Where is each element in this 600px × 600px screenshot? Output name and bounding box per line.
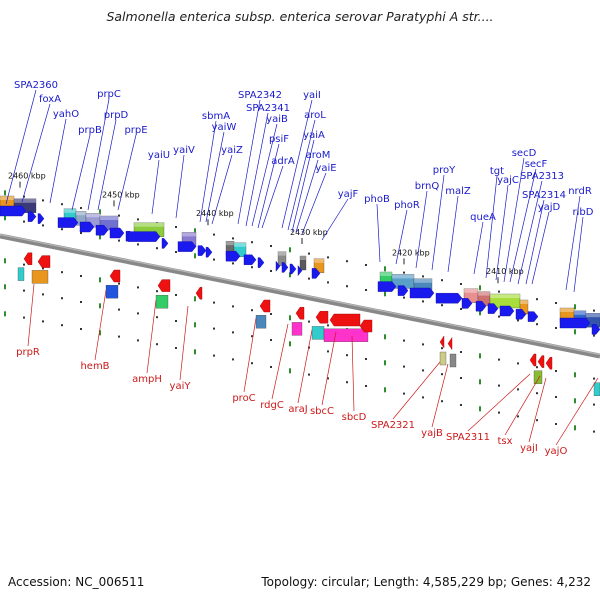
- forward-gene-label: malZ: [445, 186, 471, 197]
- reverse-gene-label: SPA2321: [371, 420, 415, 431]
- forward-gene-label: yajD: [538, 202, 561, 213]
- tick-marks: [4, 190, 595, 433]
- scale-label: 2410 kbp: [486, 267, 524, 276]
- forward-gene-label: ribD: [573, 207, 594, 218]
- forward-gene-label: yaiE: [315, 163, 336, 174]
- forward-gene-label: yajF: [338, 189, 359, 200]
- forward-gene-label: SPA2313: [520, 171, 564, 182]
- forward-gene-label: SPA2314: [522, 190, 566, 201]
- reverse-gene-blocks: [17, 267, 600, 396]
- genome-title: Salmonella enterica subsp. enterica sero…: [106, 9, 494, 24]
- scale-label: 2450 kbp: [102, 190, 140, 199]
- forward-gene-label: adrA: [271, 156, 295, 167]
- forward-gene-label: prpD: [104, 110, 129, 121]
- reverse-gene-label: hemB: [80, 361, 109, 372]
- forward-gene-label: foxA: [39, 94, 61, 105]
- reverse-gene-label: sbcD: [342, 412, 367, 423]
- forward-gene-label: secD: [512, 148, 537, 159]
- reverse-gene-label: yajO: [545, 446, 568, 457]
- forward-gene-label: yaiI: [303, 90, 321, 101]
- forward-gene-label: yaiW: [212, 122, 237, 133]
- forward-gene-label: phoB: [364, 194, 390, 205]
- reverse-gene-label: prpR: [16, 347, 40, 358]
- reverse-gene-label: SPA2311: [446, 432, 490, 443]
- forward-gene-label: yahO: [53, 109, 79, 120]
- forward-gene-label: psiF: [269, 134, 289, 145]
- reverse-gene-label: yajI: [520, 443, 538, 454]
- forward-gene-label: proY: [433, 165, 456, 176]
- forward-gene-labels: SPA2360 foxA yahO prpB prpC prpD prpE yaiU yaiV s…: [5, 80, 594, 293]
- forward-gene-label: SPA2360: [14, 80, 58, 91]
- forward-gene-label: prpB: [78, 125, 102, 136]
- reverse-gene-label: tsx: [497, 436, 512, 447]
- reverse-gene-label: rdgC: [260, 400, 284, 411]
- forward-gene-label: yaiU: [148, 150, 170, 161]
- forward-gene-label: prpC: [97, 89, 121, 100]
- scale-label: 2460 kbp: [8, 172, 46, 181]
- reverse-gene-label: yaiY: [170, 381, 192, 392]
- reverse-gene-label: ampH: [132, 374, 162, 385]
- reverse-gene-label: yajB: [421, 428, 443, 439]
- reverse-gene-label: sbcC: [310, 406, 334, 417]
- forward-gene-label: yaiZ: [221, 145, 243, 156]
- forward-gene-label: SPA2341: [246, 103, 290, 114]
- forward-gene-label: yajC: [497, 175, 519, 186]
- accession-label: Accession: NC_006511: [8, 575, 145, 589]
- forward-gene-label: tgt: [490, 166, 504, 177]
- forward-gene-label: queA: [470, 212, 496, 223]
- topology-summary: Topology: circular; Length: 4,585,229 bp…: [261, 575, 591, 589]
- forward-gene-label: sbmA: [202, 111, 230, 122]
- forward-gene-label: SPA2342: [238, 90, 282, 101]
- forward-gene-label: yaiB: [266, 114, 288, 125]
- forward-gene-label: yaiV: [173, 145, 195, 156]
- forward-gene-label: yaiA: [303, 130, 325, 141]
- reverse-gene-arrows: [23, 252, 553, 370]
- reverse-gene-labels: prpR hemB ampH yaiY proC rdgC araJ sbcC sbcD SPA2…: [16, 283, 599, 457]
- forward-gene-label: nrdR: [568, 186, 592, 197]
- reverse-gene-label: araJ: [288, 404, 307, 415]
- forward-gene-label: aroM: [306, 150, 331, 161]
- scale-label: 2420 kbp: [392, 248, 430, 257]
- forward-gene-label: brnQ: [415, 181, 440, 192]
- scale-label: 2430 kbp: [290, 228, 328, 237]
- forward-gene-arrows: [0, 205, 600, 335]
- forward-gene-label: prpE: [124, 125, 147, 136]
- reverse-gene-label: proC: [232, 393, 255, 404]
- genome-backbone: [0, 233, 600, 359]
- forward-gene-label: aroL: [304, 110, 326, 121]
- forward-gene-label: phoR: [394, 200, 420, 211]
- forward-gene-label: secF: [525, 159, 548, 170]
